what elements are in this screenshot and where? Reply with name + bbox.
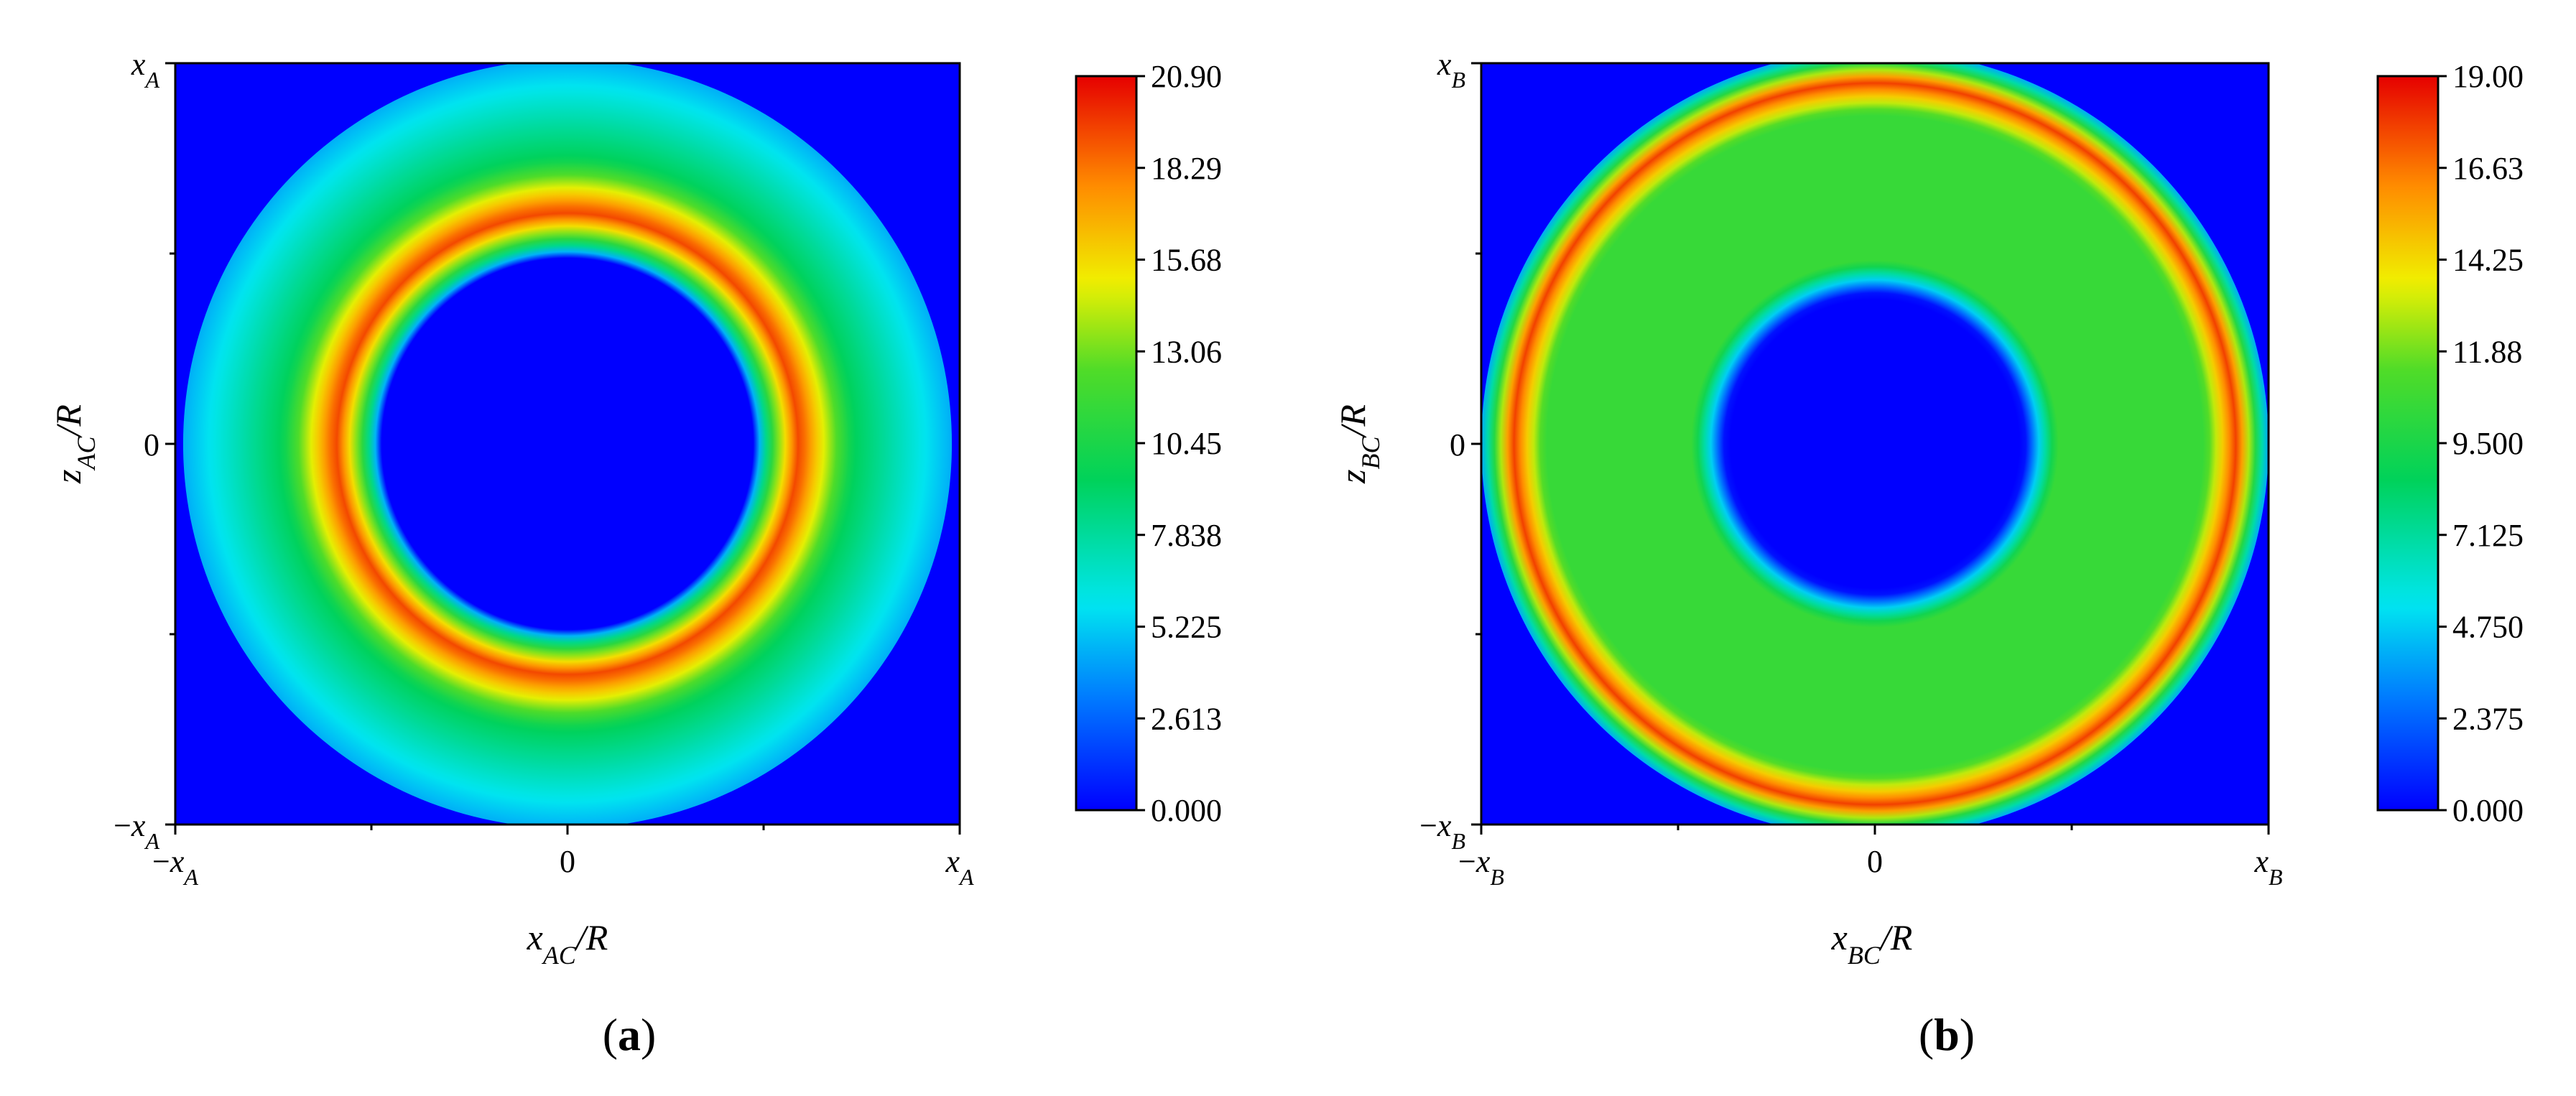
x-tick-label: 0 xyxy=(1867,844,1883,879)
ylabel-b: zBC/R xyxy=(1333,404,1385,484)
y-tick-label: xB xyxy=(1437,47,1465,93)
panel-caption-a: (a) xyxy=(603,1009,657,1060)
ylabel-a: zAC/R xyxy=(48,404,101,484)
colorbar-tick-label: 15.68 xyxy=(1151,243,1222,278)
colorbar-tick-label: 4.750 xyxy=(2452,610,2524,645)
colorbar-tick-label: 5.225 xyxy=(1151,610,1222,645)
colorbar-a: 0.000 2.613 5.225 7.838 10.45 13.06 15.68 18.29… xyxy=(1075,59,1222,828)
x-tick-label: −xA xyxy=(152,844,198,890)
colorbar-tick-label: 2.613 xyxy=(1151,701,1222,736)
colorbar-tick-label: 18.29 xyxy=(1151,151,1222,186)
xlabel-b: xBC/R xyxy=(1831,917,1913,970)
colorbar-tick-label: 16.63 xyxy=(2452,151,2524,186)
y-tick-label: xA xyxy=(131,47,160,93)
y-tick-label: −xB xyxy=(1419,808,1465,854)
panel-a: −xA 0 xA −xA 0 xA 0.000 2.613 5.225 7.838 10.45 13… xyxy=(48,47,1222,1060)
x-tick-label: xB xyxy=(2253,844,2282,890)
colorbar-tick-label: 11.88 xyxy=(2452,334,2522,369)
xlabel-a: xAC/R xyxy=(527,917,608,970)
colorbar-gradient xyxy=(1075,75,1138,812)
x-tick-label: −xB xyxy=(1458,844,1504,890)
panel-caption-b: (b) xyxy=(1919,1009,1975,1060)
colorbar-tick-label: 10.45 xyxy=(1151,426,1222,461)
x-tick-label: 0 xyxy=(560,844,575,879)
y-tick-label: −xA xyxy=(113,808,159,854)
x-tick-label: xA xyxy=(945,844,974,890)
colorbar-tick-label: 7.125 xyxy=(2452,518,2524,553)
colorbar-tick-label: 0.000 xyxy=(1151,793,1222,828)
colorbar-tick-label: 19.00 xyxy=(2452,59,2524,94)
heatmap-a xyxy=(183,63,952,825)
axes-a-ticks: −xA 0 xA −xA 0 xA xyxy=(113,47,974,890)
y-tick-label: 0 xyxy=(144,427,159,463)
colorbar-tick-label: 9.500 xyxy=(2452,426,2524,461)
heatmap-b xyxy=(1481,63,2269,825)
colorbar-tick-label: 13.06 xyxy=(1151,334,1222,369)
axes-b-ticks: −xB 0 xB −xB 0 xB xyxy=(1419,47,2282,890)
colorbar-tick-label: 0.000 xyxy=(2452,793,2524,828)
y-tick-label: 0 xyxy=(1450,427,1465,463)
colorbar-tick-label: 20.90 xyxy=(1151,59,1222,94)
colorbar-tick-label: 7.838 xyxy=(1151,518,1222,553)
colorbar-gradient xyxy=(2376,75,2440,812)
colorbar-tick-label: 14.25 xyxy=(2452,243,2524,278)
colorbar-tick-label: 2.375 xyxy=(2452,701,2524,736)
colorbar-b: 0.000 2.375 4.750 7.125 9.500 11.88 14.25 16.63… xyxy=(2376,59,2524,828)
panel-b: −xB 0 xB −xB 0 xB 0.000 2.375 4.750 7.125 9.500 11… xyxy=(1333,47,2524,1060)
heatmap-field xyxy=(1481,63,2269,825)
heatmap-field xyxy=(183,63,952,825)
